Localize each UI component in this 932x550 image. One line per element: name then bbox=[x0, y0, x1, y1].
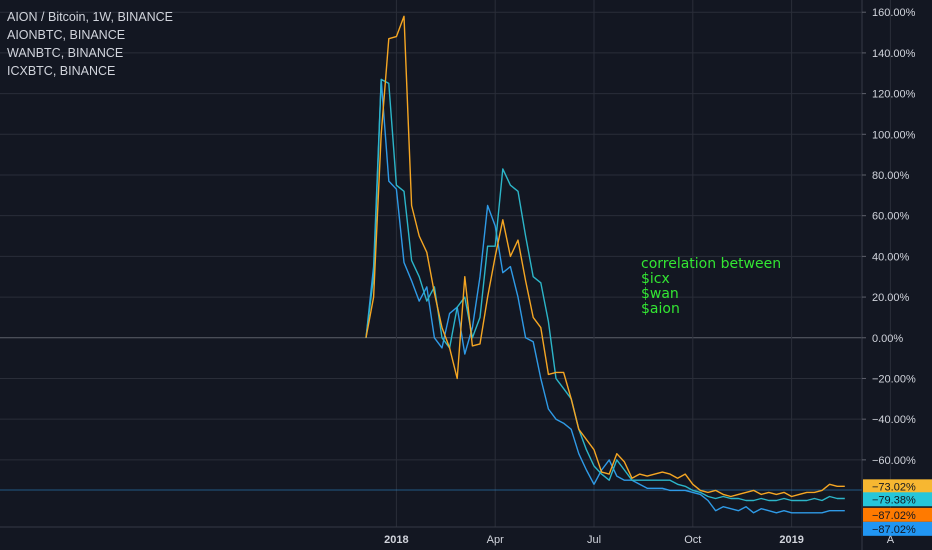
price-badge-label: −87.02% bbox=[872, 524, 916, 536]
symbol-title[interactable]: AION / Bitcoin, 1W, BINANCE bbox=[7, 10, 174, 24]
legend-series-icx[interactable]: ICXBTC, BINANCE bbox=[7, 64, 116, 78]
price-badge-bg bbox=[863, 492, 932, 507]
price-badge: −87.02% bbox=[863, 507, 932, 522]
price-badge: −87.02% bbox=[863, 521, 932, 536]
price-badge: −73.02% bbox=[863, 479, 932, 494]
annotation-line: $wan bbox=[641, 286, 679, 302]
y-tick-label: 60.00% bbox=[872, 211, 910, 223]
y-tick-label: 120.00% bbox=[872, 89, 916, 101]
y-tick-label: 20.00% bbox=[872, 292, 910, 304]
x-tick-label: Oct bbox=[684, 534, 701, 546]
y-tick-label: 80.00% bbox=[872, 170, 910, 182]
y-tick-label: −40.00% bbox=[872, 414, 916, 426]
x-tick-label: Jul bbox=[587, 534, 601, 546]
price-badge-label: −87.02% bbox=[872, 510, 916, 522]
chart-legend: AION / Bitcoin, 1W, BINANCE AIONBTC, BIN… bbox=[7, 8, 173, 80]
price-badge-bg bbox=[863, 507, 932, 522]
price-badge-label: −73.02% bbox=[872, 481, 916, 493]
price-badges: −73.02%−79.38% −87.02% −87.02% bbox=[863, 479, 932, 536]
series-line-aionbtc bbox=[365, 15, 845, 498]
grid-lines bbox=[0, 0, 891, 527]
y-tick-label: 140.00% bbox=[872, 48, 916, 60]
legend-series-wan[interactable]: WANBTC, BINANCE bbox=[7, 46, 124, 60]
y-tick-label: 160.00% bbox=[872, 7, 916, 19]
annotation-line: $icx bbox=[641, 271, 670, 287]
series-line-wanbtc bbox=[365, 78, 845, 502]
x-tick-label: 2019 bbox=[779, 534, 803, 546]
x-tick-label: Apr bbox=[487, 534, 504, 546]
y-tick-label: 40.00% bbox=[872, 251, 910, 263]
annotation-line: correlation between bbox=[641, 256, 781, 272]
annotation-text[interactable]: correlation between $icx $wan $aion bbox=[641, 256, 781, 317]
series-lines bbox=[365, 15, 845, 514]
series-line-icxbtc bbox=[365, 78, 845, 514]
x-tick-label: A bbox=[887, 534, 895, 546]
price-badge-bg bbox=[863, 479, 932, 494]
x-tick-label: 2018 bbox=[384, 534, 408, 546]
price-badge-bg bbox=[863, 521, 932, 536]
time-axis[interactable]: 2018 Apr Jul Oct 2019 A bbox=[384, 534, 895, 546]
legend-series-aion[interactable]: AIONBTC, BINANCE bbox=[7, 28, 126, 42]
y-tick-label: −60.00% bbox=[872, 455, 916, 467]
y-tick-label: 100.00% bbox=[872, 129, 916, 141]
price-axis[interactable]: 160.00% 140.00% 120.00% 100.00% 80.00% 60.00%… bbox=[862, 7, 916, 467]
annotation-line: $aion bbox=[641, 301, 680, 317]
y-tick-label: −20.00% bbox=[872, 373, 916, 385]
price-badge: −79.38% bbox=[863, 492, 932, 507]
y-tick-label: 0.00% bbox=[872, 333, 903, 345]
price-badge-label: −79.38% bbox=[872, 494, 916, 506]
